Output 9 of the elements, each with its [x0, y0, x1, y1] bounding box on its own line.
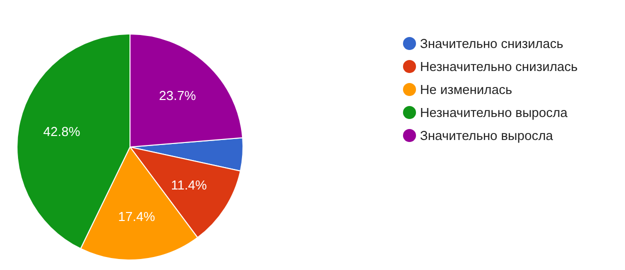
- legend-label: Незначительно выросла: [420, 104, 568, 122]
- legend-label: Значительно снизилась: [420, 35, 564, 53]
- data-label: 42.8%: [43, 124, 81, 139]
- legend-label: Незначительно снизилась: [420, 58, 578, 76]
- data-label: 17.4%: [118, 209, 156, 224]
- legend-label: Не изменилась: [420, 81, 512, 99]
- data-label: 11.4%: [170, 177, 208, 192]
- data-label: 23.7%: [159, 88, 196, 103]
- legend-label: Значительно выросла: [420, 127, 554, 145]
